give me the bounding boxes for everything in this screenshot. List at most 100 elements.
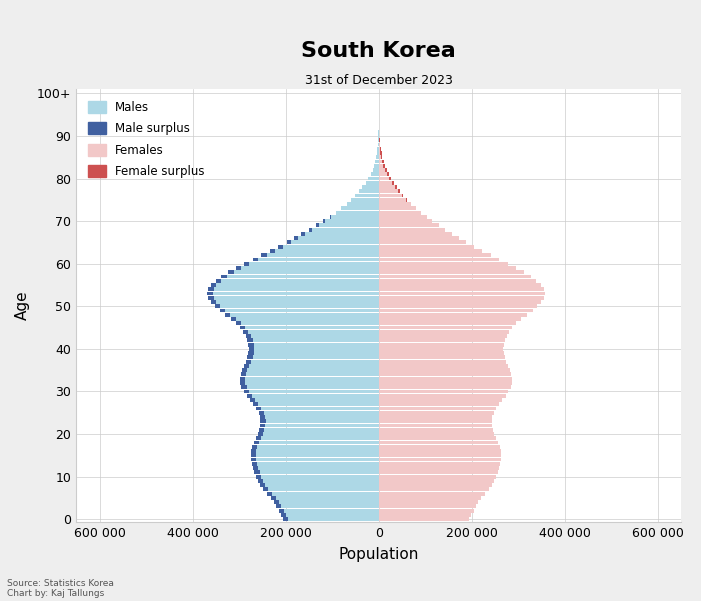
Bar [249,347,254,351]
Bar [379,368,510,372]
Bar [274,500,279,504]
Bar [379,334,507,338]
Bar [325,219,379,223]
Bar [383,164,385,168]
Bar [379,287,544,291]
Bar [379,398,503,402]
Bar [379,517,469,521]
Bar [379,453,501,457]
Bar [250,364,379,368]
Bar [207,291,212,296]
Bar [379,236,459,240]
Bar [247,368,379,372]
Bar [245,377,379,380]
Bar [379,394,505,398]
Bar [341,206,379,210]
Bar [406,198,407,202]
Bar [215,304,220,308]
Bar [379,317,522,321]
Bar [379,483,492,487]
Bar [225,309,379,313]
Bar [379,436,496,440]
Bar [380,147,381,151]
Bar [309,228,312,231]
Bar [249,389,379,393]
Bar [379,479,494,483]
Bar [385,168,386,172]
Bar [294,236,298,240]
Bar [267,492,272,496]
Bar [240,381,245,385]
Bar [379,419,491,423]
Bar [298,236,379,240]
Bar [261,475,379,478]
Bar [381,155,383,159]
Bar [259,411,264,415]
Bar [336,211,379,215]
Text: South Korea: South Korea [301,41,456,61]
Bar [379,219,432,223]
Bar [379,432,494,436]
Bar [379,360,506,364]
Bar [379,343,504,347]
Bar [241,373,246,376]
Bar [379,257,499,261]
Bar [244,389,249,393]
Bar [254,471,259,474]
Bar [241,322,379,325]
Bar [287,240,291,245]
Bar [379,466,499,470]
Bar [379,228,445,231]
Bar [211,283,217,287]
Bar [379,262,508,266]
Bar [260,415,265,419]
Bar [402,194,403,198]
Bar [376,155,379,159]
Text: Source: Statistics Korea
Chart by: Kaj Tallungs: Source: Statistics Korea Chart by: Kaj T… [7,579,114,598]
Bar [379,428,493,432]
Bar [230,313,379,317]
Bar [379,164,383,168]
Bar [278,508,284,513]
Bar [241,266,379,270]
Bar [248,343,254,347]
Bar [254,347,379,351]
Bar [251,449,257,453]
Bar [271,496,275,500]
Bar [351,198,379,202]
Bar [379,338,505,342]
Bar [379,471,498,474]
Bar [257,406,261,410]
Bar [257,462,379,466]
Bar [379,449,501,453]
Bar [217,283,379,287]
Bar [261,436,379,440]
Bar [240,377,245,380]
Bar [231,317,236,321]
Bar [379,351,504,355]
Bar [379,215,426,219]
Bar [379,389,508,393]
Bar [256,453,379,457]
Bar [252,355,379,359]
X-axis label: Population: Population [339,547,418,562]
Bar [379,181,392,185]
Bar [379,508,473,513]
Bar [261,419,266,423]
Bar [379,232,452,236]
Bar [244,364,250,368]
Bar [258,479,263,483]
Bar [379,266,516,270]
Bar [211,300,217,304]
Bar [398,189,400,194]
Bar [379,296,544,300]
Bar [221,279,379,282]
Bar [265,424,379,427]
Bar [379,142,380,147]
Bar [377,147,379,151]
Bar [379,283,541,287]
Legend: Males, Male surplus, Females, Female surplus: Males, Male surplus, Females, Female sur… [82,95,211,184]
Bar [379,198,406,202]
Bar [379,249,482,253]
Bar [379,424,492,427]
